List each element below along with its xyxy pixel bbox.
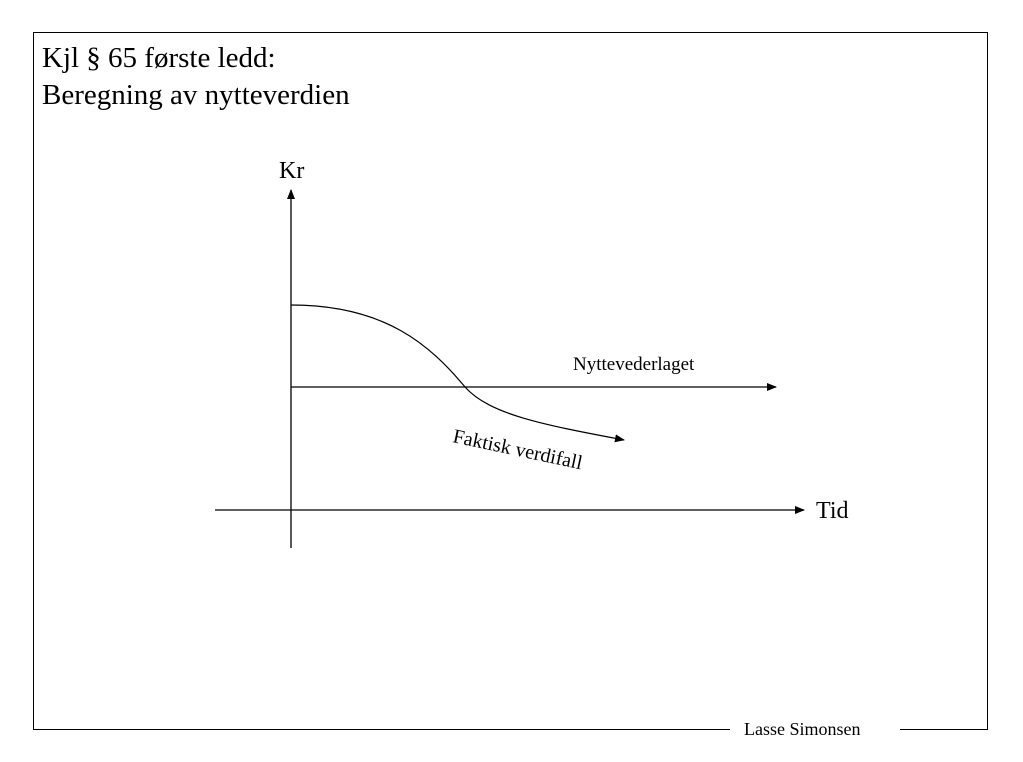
x-axis-label: Tid xyxy=(816,498,848,524)
slide-frame xyxy=(33,32,988,729)
title-line-2: Beregning av nytteverdien xyxy=(42,79,350,111)
slide-title: Kjl § 65 første ledd: Beregning av nytte… xyxy=(42,40,350,114)
verdifall-curve xyxy=(290,304,625,443)
footer-rule-right xyxy=(900,729,988,730)
nyttevederlag-label: Nyttevederlaget xyxy=(573,354,695,375)
footer-author: Lasse Simonsen xyxy=(744,719,861,739)
footer-rule-left xyxy=(33,729,730,730)
y-axis-label: Kr xyxy=(279,158,304,184)
verdifall-label: Faktisk verdifall xyxy=(451,425,585,474)
title-line-1: Kjl § 65 første ledd: xyxy=(42,42,276,74)
